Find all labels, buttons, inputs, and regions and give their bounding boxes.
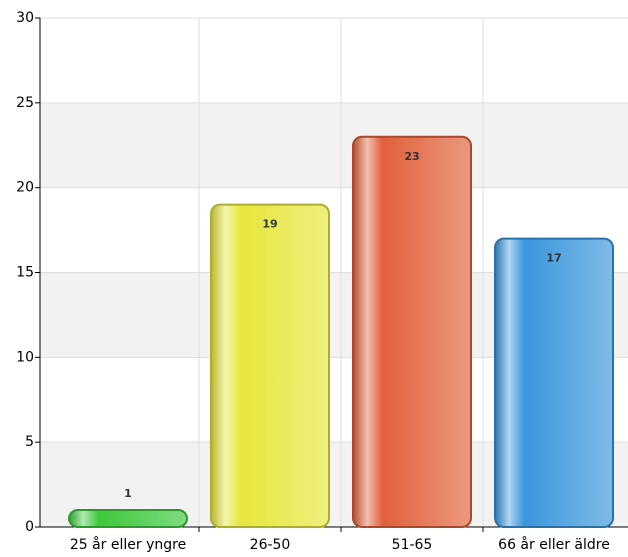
- bar: [68, 509, 188, 528]
- value-label: 23: [404, 150, 419, 163]
- x-tick-label: 25 år eller yngre: [70, 536, 186, 553]
- y-tick-label: 0: [25, 519, 34, 535]
- value-label: 1: [124, 487, 132, 500]
- bar: [210, 203, 330, 528]
- y-tick-label: 5: [25, 434, 34, 450]
- value-label: 19: [262, 218, 277, 231]
- y-tick-label: 30: [16, 10, 34, 26]
- y-tick-label: 25: [16, 95, 34, 111]
- y-tick-label: 15: [16, 265, 34, 281]
- x-tick-label: 26-50: [250, 537, 291, 553]
- bar: [352, 135, 472, 528]
- x-tick-label: 66 år eller äldre: [498, 536, 610, 553]
- y-tick-label: 10: [16, 349, 34, 365]
- y-tick-label: 20: [16, 180, 34, 196]
- bar: [494, 237, 614, 528]
- value-label: 17: [546, 252, 561, 265]
- grid-band: [40, 102, 628, 188]
- x-tick-label: 51-65: [392, 537, 433, 553]
